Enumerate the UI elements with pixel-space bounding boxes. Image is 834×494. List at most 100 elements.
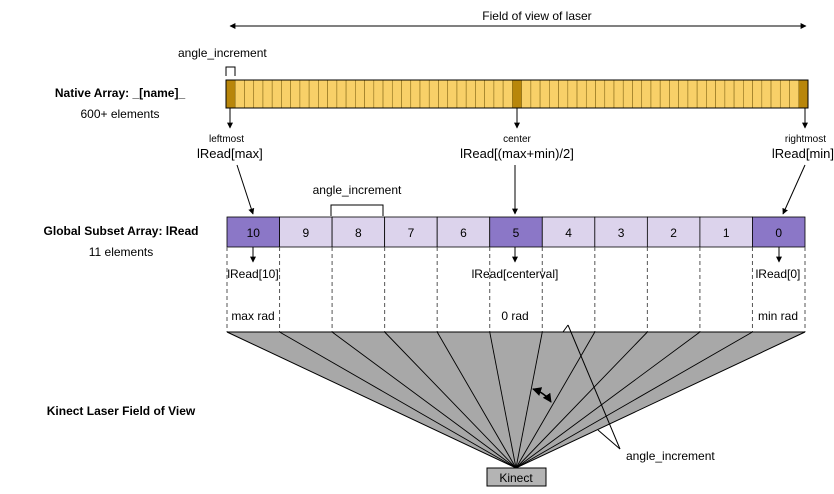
field-of-view-fan	[226, 331, 806, 469]
subset-cell-label: 5	[513, 226, 520, 240]
native-cell	[687, 79, 698, 109]
native-cell	[364, 79, 375, 109]
subset-cell	[436, 216, 491, 248]
native-array-title: Native Array: _[name]_	[55, 86, 186, 100]
subset-cell	[752, 216, 806, 248]
native-cell	[724, 79, 735, 109]
native-cell	[234, 79, 245, 109]
fov-ray	[489, 331, 517, 469]
native-array-count: 600+ elements	[80, 107, 159, 121]
min-rad-label: min rad	[758, 309, 798, 323]
native-cell	[401, 79, 412, 109]
fov-angle-increment-label: angle_increment	[626, 449, 715, 463]
subset-cell-label: 1	[723, 226, 730, 240]
native-cell	[743, 79, 753, 109]
native-cell	[355, 79, 365, 109]
native-cell	[456, 79, 467, 109]
subset-array-title: Global Subset Array: lRead	[44, 224, 199, 238]
native-cell	[539, 79, 550, 109]
native-cell	[613, 79, 624, 109]
native-cell	[604, 79, 615, 109]
native-cell	[484, 79, 495, 109]
subset-cell-label: 9	[302, 226, 309, 240]
fov-ray	[515, 331, 596, 469]
native-cell-marked	[225, 79, 236, 109]
fov-ray	[331, 331, 517, 469]
native-cell	[281, 79, 291, 109]
native-cell	[770, 79, 781, 109]
native-cell	[733, 79, 744, 109]
cell-boundary-guides	[226, 247, 806, 332]
native-cell	[567, 79, 578, 109]
kinect-label: Kinect	[499, 471, 533, 485]
subset-cell-label: 2	[670, 226, 677, 240]
native-cell	[678, 79, 689, 109]
subset-cell-label: 10	[247, 226, 261, 240]
native-cell	[244, 79, 255, 109]
native-cell	[585, 79, 596, 109]
angle-pointer-line-1	[567, 324, 621, 450]
native-cell	[530, 79, 541, 109]
center-read-label: lRead[centerval]	[472, 267, 559, 281]
subset-cell	[541, 216, 596, 248]
subset-cell-label: 6	[460, 226, 467, 240]
native-cell	[308, 79, 319, 109]
native-cell	[410, 79, 421, 109]
native-angle-increment-bracket	[225, 66, 236, 76]
native-cell	[715, 79, 726, 109]
subset-cell-label: 4	[565, 226, 572, 240]
native-cell	[558, 79, 569, 109]
native-cell	[669, 79, 679, 109]
fov-ray	[436, 331, 517, 469]
native-cell	[271, 79, 282, 109]
native-cell	[752, 79, 763, 109]
kinect-box	[486, 467, 547, 487]
rightmost-label: rightmost	[785, 134, 826, 145]
native-cell	[327, 79, 338, 109]
subset-cell	[594, 216, 648, 248]
native-cell	[290, 79, 301, 109]
native-cell-marked	[512, 79, 522, 109]
leftmost-label: leftmost	[209, 134, 244, 145]
native-cell	[622, 79, 633, 109]
fov-triangle	[226, 331, 806, 469]
center-label: center	[503, 134, 531, 145]
native-cell	[789, 79, 800, 109]
subset-angle-increment-bracket	[330, 204, 384, 216]
subset-cell-label: 0	[775, 226, 782, 240]
leftmost-read-label: lRead[max]	[197, 146, 263, 161]
subset-cell	[279, 216, 333, 248]
native-cell	[465, 79, 476, 109]
native-cell	[253, 79, 264, 109]
fov-laser-label: Field of view of laser	[482, 9, 591, 23]
native-cell	[373, 79, 384, 109]
subset-angle-increment-label: angle_increment	[313, 183, 402, 197]
native-cell	[659, 79, 670, 109]
fov-ray	[515, 331, 543, 469]
fov-ray	[384, 331, 517, 469]
fov-ray	[515, 331, 648, 469]
native-cell	[299, 79, 310, 109]
native-cell	[318, 79, 328, 109]
subset-cell	[699, 216, 753, 248]
angle-pointer-tick	[562, 324, 569, 333]
subset-cell	[331, 216, 386, 248]
native-cell	[382, 79, 393, 109]
native-cell	[650, 79, 661, 109]
native-cell	[549, 79, 559, 109]
subset-cell-label: 8	[355, 226, 362, 240]
right-read-label: lRead[0]	[756, 267, 801, 281]
subset-cell	[489, 216, 543, 248]
native-angle-increment-label: angle_increment	[178, 46, 267, 60]
fov-ray	[279, 331, 517, 469]
native-cell	[475, 79, 485, 109]
leftmost-to-subset-arrow	[236, 164, 255, 215]
subset-cell-label: 7	[408, 226, 415, 240]
native-cell	[336, 79, 347, 109]
subset-cell	[646, 216, 701, 248]
subset-cell	[226, 216, 280, 248]
fov-ray	[515, 331, 701, 469]
native-cell	[428, 79, 439, 109]
native-cell	[419, 79, 430, 109]
